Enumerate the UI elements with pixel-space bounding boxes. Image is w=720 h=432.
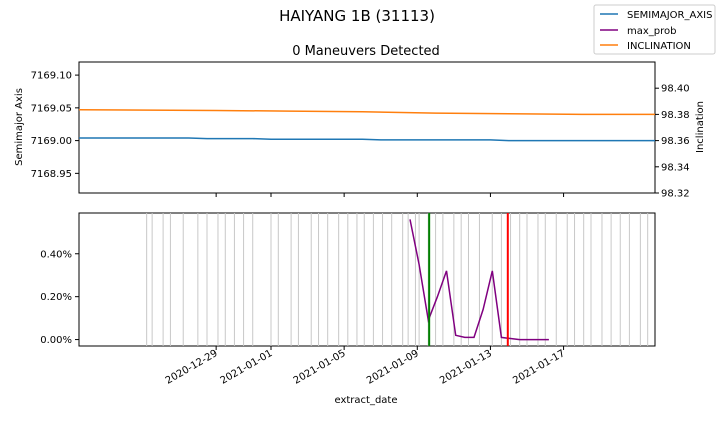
top-plot: 7168.95 7169.00 7169.05 7169.10 98.32 98.34 98…: [31, 61, 690, 200]
legend: SEMIMAJOR_AXIS max_prob INCLINATION: [593, 4, 716, 55]
y-tick-label-right: 98.40: [661, 84, 690, 95]
top-plot-title: 0 Maneuvers Detected: [292, 44, 440, 59]
legend-label-max-prob: max_prob: [627, 26, 677, 37]
y-tick-label-left: 7169.00: [31, 136, 72, 147]
bottom-plot: 0.00% 0.20% 0.40% 2020-12-29 2021-01-01 2021-…: [40, 212, 656, 387]
y-axis-label-left: Semimajor Axis: [14, 88, 25, 166]
y-tick-label-right: 98.38: [661, 110, 690, 121]
y-tick-label-bottom: 0.00%: [40, 335, 72, 346]
x-axis-label: extract_date: [334, 395, 397, 406]
top-plot-frame: [78, 61, 656, 194]
series-line-semimajor-axis: [79, 137, 655, 142]
y-tick-label-left: 7169.05: [31, 103, 72, 114]
bottom-plot-frame: [78, 212, 656, 347]
x-tick-label: 2021-01-05: [292, 348, 348, 387]
x-tick-label: 2021-01-01: [219, 348, 275, 387]
series-line-max-prob: [409, 219, 549, 341]
y-tick-label-left: 7168.95: [31, 169, 72, 180]
legend-label-inclination: INCLINATION: [627, 41, 691, 52]
y-tick-label-left: 7169.10: [31, 71, 72, 82]
y-tick-label-right: 98.36: [661, 136, 690, 147]
legend-label-semimajor-axis: SEMIMAJOR_AXIS: [627, 10, 712, 21]
figure-title: HAIYANG 1B (31113): [279, 7, 435, 25]
x-tick-label: 2020-12-29: [164, 348, 220, 387]
y-tick-label-bottom: 0.20%: [40, 292, 72, 303]
y-axis-label-right: Inclination: [695, 101, 706, 153]
legend-frame: [593, 4, 716, 55]
series-line-inclination: [78, 109, 655, 116]
y-tick-label-bottom: 0.40%: [40, 249, 72, 260]
y-tick-label-right: 98.34: [661, 162, 690, 173]
x-tick-label: 2021-01-13: [438, 348, 494, 387]
x-tick-label: 2021-01-17: [511, 348, 567, 387]
x-tick-label: 2021-01-09: [365, 348, 421, 387]
y-tick-label-right: 98.32: [661, 189, 690, 200]
